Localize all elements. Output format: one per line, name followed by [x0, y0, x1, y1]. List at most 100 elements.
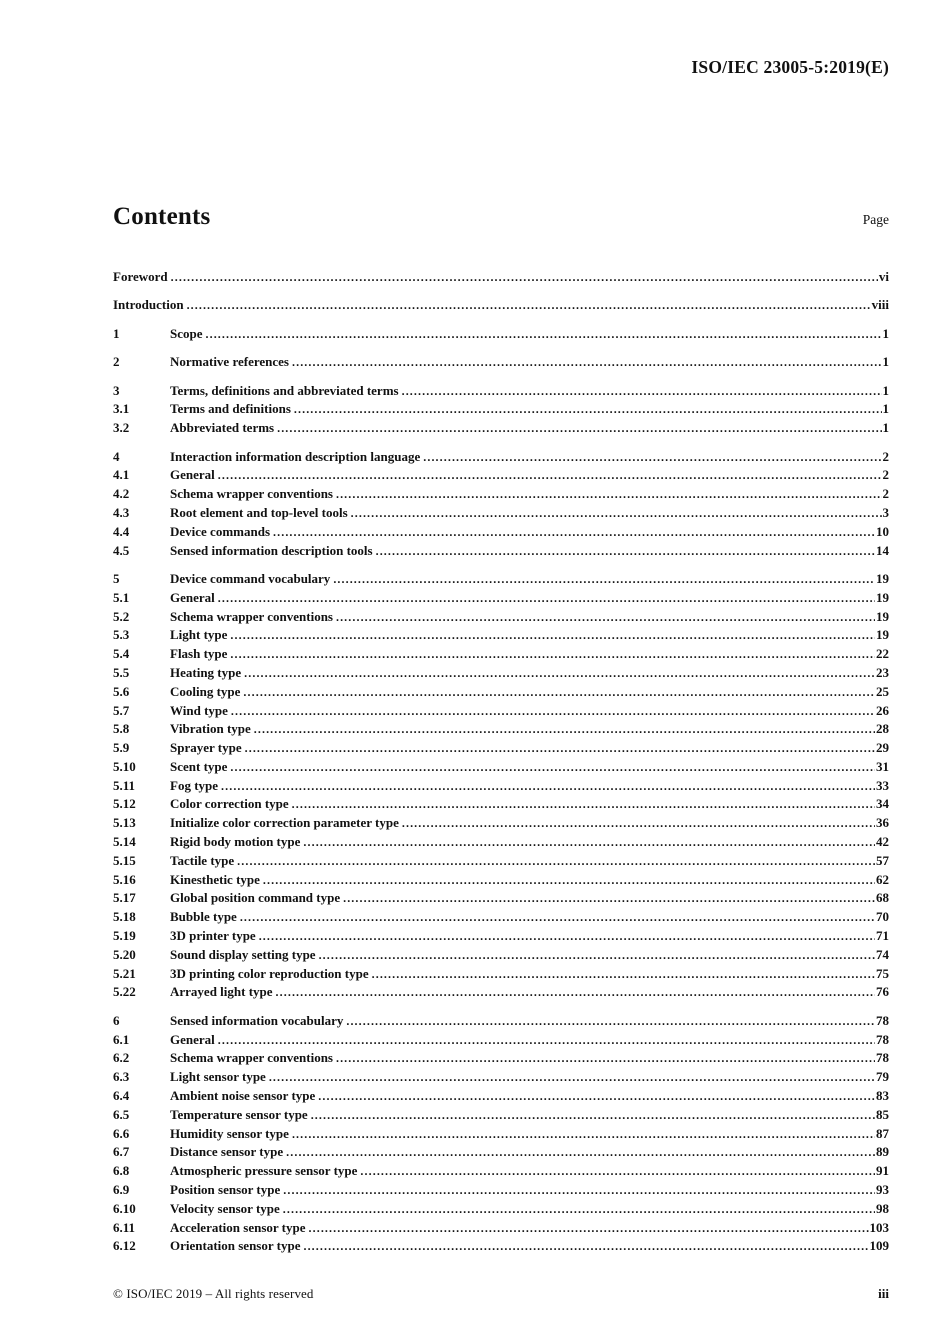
table-of-contents: Foreword vi Introduction viii 1 Scope 1 2 Normat… — [113, 268, 889, 1256]
toc-entry-title: Flash type — [170, 646, 228, 662]
toc-entry-title: Introduction — [113, 297, 184, 313]
toc-entry-number: 5.19 — [113, 928, 136, 944]
toc-entry-number: 6.6 — [113, 1125, 130, 1141]
toc-entry-page: 68 — [876, 890, 889, 906]
toc-entry: Foreword vi — [113, 268, 889, 287]
toc-entry: 5.11 Fog type 33 — [113, 777, 889, 796]
toc-entry-page: 93 — [876, 1182, 889, 1198]
toc-entry: 6.1 General 78 — [113, 1031, 889, 1050]
toc-dot-leader — [292, 1125, 875, 1144]
toc-group: 6 Sensed information vocabulary 78 6.1 Gener… — [113, 1012, 889, 1256]
toc-entry-page: 42 — [876, 834, 889, 850]
toc-dot-leader — [360, 1162, 875, 1181]
toc-entry: 5.1 General 19 — [113, 589, 889, 608]
toc-entry-page: 14 — [876, 542, 889, 558]
toc-entry-number: 3.2 — [113, 420, 130, 436]
toc-entry-page: 3 — [882, 504, 890, 520]
toc-entry-title: Scent type — [170, 758, 228, 774]
contents-title: Contents — [113, 203, 211, 230]
toc-entry-number: 6.4 — [113, 1088, 130, 1104]
toc-entry-page: 19 — [876, 608, 889, 624]
toc-entry: 6.10 Velocity sensor type 98 — [113, 1200, 889, 1219]
toc-dot-leader — [230, 758, 875, 777]
toc-group: 1 Scope 1 — [113, 325, 889, 344]
toc-entry-page: 98 — [876, 1200, 889, 1216]
toc-dot-leader — [303, 833, 875, 852]
toc-entry-title: Schema wrapper conventions — [170, 1050, 333, 1066]
contents-header-row: Contents Page — [113, 203, 889, 231]
toc-entry: 5.18 Bubble type 70 — [113, 908, 889, 927]
toc-dot-leader — [283, 1200, 875, 1219]
toc-entry-page: 76 — [876, 984, 889, 1000]
toc-entry-page: 1 — [882, 401, 890, 417]
toc-entry-page: 78 — [876, 1012, 889, 1028]
toc-entry: 4.5 Sensed information description tools 1… — [113, 542, 889, 561]
toc-dot-leader — [277, 419, 881, 438]
toc-entry-number: 4.1 — [113, 467, 130, 483]
toc-entry-title: Device commands — [170, 523, 271, 539]
toc-entry: 4.3 Root element and top-level tools 3 — [113, 504, 889, 523]
toc-entry-page: 87 — [876, 1125, 889, 1141]
toc-entry: 5.16 Kinesthetic type 62 — [113, 871, 889, 890]
toc-entry-page: 33 — [876, 777, 889, 793]
toc-entry-page: 91 — [876, 1163, 889, 1179]
toc-entry-number: 6 — [113, 1012, 120, 1028]
toc-group: 3 Terms, definitions and abbreviated term… — [113, 382, 889, 438]
toc-entry-number: 5.22 — [113, 984, 136, 1000]
toc-entry-title: Device command vocabulary — [170, 570, 331, 586]
toc-entry-number: 6.9 — [113, 1182, 130, 1198]
toc-entry-title: Root element and top-level tools — [170, 504, 348, 520]
toc-entry-page: 1 — [882, 420, 890, 436]
toc-entry-number: 5.15 — [113, 852, 136, 868]
toc-entry: 6.2 Schema wrapper conventions 78 — [113, 1049, 889, 1068]
toc-entry-title: 3D printing color reproduction type — [170, 965, 369, 981]
toc-dot-leader — [333, 570, 875, 589]
toc-dot-leader — [221, 777, 875, 796]
toc-entry: 1 Scope 1 — [113, 325, 889, 344]
toc-entry-title: Interaction information description lang… — [170, 448, 421, 464]
toc-entry-page: 1 — [882, 325, 890, 341]
toc-entry-number: 5.8 — [113, 721, 130, 737]
toc-dot-leader — [269, 1068, 875, 1087]
toc-dot-leader — [171, 268, 878, 287]
toc-entry-title: Atmospheric pressure sensor type — [170, 1163, 358, 1179]
toc-entry: 5.17 Global position command type 68 — [113, 889, 889, 908]
toc-entry-number: 5.21 — [113, 965, 136, 981]
toc-entry-number: 6.11 — [113, 1219, 136, 1235]
toc-entry-number: 5.17 — [113, 890, 136, 906]
toc-entry-page: 2 — [882, 486, 890, 502]
document-reference: ISO/IEC 23005-5:2019(E) — [691, 57, 889, 77]
toc-dot-leader — [294, 400, 882, 419]
toc-dot-leader — [336, 608, 875, 627]
toc-entry-page: 28 — [876, 721, 889, 737]
toc-dot-leader — [230, 645, 875, 664]
toc-entry-title: General — [170, 589, 215, 605]
toc-entry-title: Heating type — [170, 664, 242, 680]
toc-entry-number: 5.12 — [113, 796, 136, 812]
toc-entry-number: 5.3 — [113, 627, 130, 643]
toc-entry-page: 23 — [876, 664, 889, 680]
toc-dot-leader — [283, 1181, 875, 1200]
toc-entry-number: 6.7 — [113, 1144, 130, 1160]
toc-entry-page: 2 — [882, 448, 890, 464]
toc-dot-leader — [273, 523, 875, 542]
toc-entry: 2 Normative references 1 — [113, 353, 889, 372]
toc-entry-page: 78 — [876, 1050, 889, 1066]
toc-entry: 5.5 Heating type 23 — [113, 664, 889, 683]
toc-entry-number: 6.12 — [113, 1238, 136, 1254]
toc-dot-leader — [402, 382, 882, 401]
toc-entry-page: 85 — [876, 1106, 889, 1122]
toc-dot-leader — [318, 1087, 875, 1106]
toc-entry-page: 29 — [876, 740, 889, 756]
toc-dot-leader — [206, 325, 882, 344]
toc-entry-page: 62 — [876, 871, 889, 887]
toc-entry: 4.4 Device commands 10 — [113, 523, 889, 542]
toc-entry-title: Abbreviated terms — [170, 420, 275, 436]
toc-entry-page: 26 — [876, 702, 889, 718]
toc-dot-leader — [240, 908, 875, 927]
toc-dot-leader — [263, 871, 875, 890]
toc-dot-leader — [218, 466, 882, 485]
toc-dot-leader — [303, 1237, 868, 1256]
toc-entry-title: Position sensor type — [170, 1182, 281, 1198]
toc-entry: 5 Device command vocabulary 19 — [113, 570, 889, 589]
